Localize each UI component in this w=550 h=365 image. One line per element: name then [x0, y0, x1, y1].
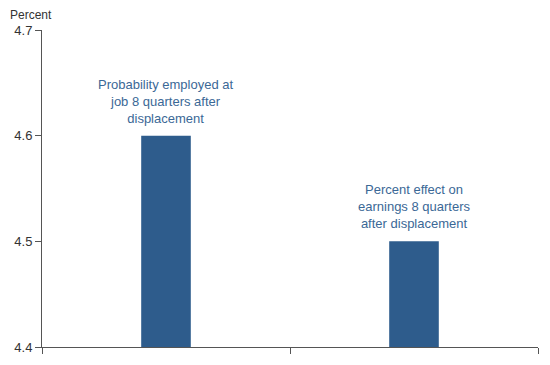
svg-text:4.5: 4.5: [14, 234, 32, 249]
svg-text:4.7: 4.7: [14, 23, 32, 38]
svg-text:Percent: Percent: [10, 8, 52, 22]
svg-text:4.4: 4.4: [14, 340, 32, 355]
svg-text:Percent effect onearnings 8 qu: Percent effect onearnings 8 quartersafte…: [358, 182, 471, 231]
svg-text:4.6: 4.6: [14, 128, 32, 143]
svg-text:Probability employed atjob 8 q: Probability employed atjob 8 quarters af…: [98, 77, 234, 126]
